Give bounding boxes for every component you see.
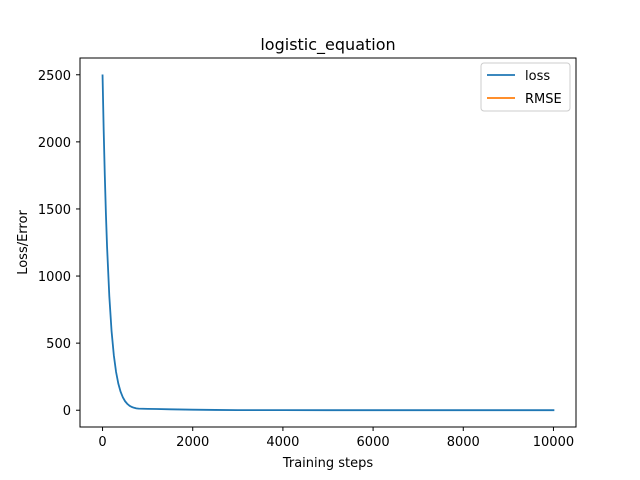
x-tick-label: 6000 bbox=[357, 435, 390, 450]
legend-label-rmse: RMSE bbox=[525, 92, 562, 107]
y-tick-label: 1000 bbox=[38, 270, 71, 285]
y-tick-label: 2000 bbox=[38, 136, 71, 151]
x-tick-label: 10000 bbox=[533, 435, 574, 450]
y-axis-ticks: 0 500 1000 1500 2000 2500 bbox=[38, 69, 80, 419]
chart-title: logistic_equation bbox=[260, 35, 395, 55]
y-tick-label: 0 bbox=[63, 404, 71, 419]
plot-lines bbox=[101, 74, 555, 412]
y-tick-label: 500 bbox=[46, 337, 71, 352]
y-axis-label: Loss/Error bbox=[16, 210, 31, 275]
x-tick-label: 2000 bbox=[176, 435, 209, 450]
plot-frame bbox=[79, 57, 577, 428]
x-axis-label: Training steps bbox=[282, 456, 374, 471]
series-line-loss bbox=[101, 74, 555, 412]
x-tick-label: 4000 bbox=[266, 435, 299, 450]
y-tick-label: 2500 bbox=[38, 69, 71, 84]
x-axis-ticks: 0 2000 4000 6000 8000 10000 bbox=[98, 427, 574, 450]
y-tick-label: 1500 bbox=[38, 203, 71, 218]
legend: loss RMSE bbox=[480, 62, 571, 112]
x-tick-label: 0 bbox=[98, 435, 106, 450]
legend-label-loss: loss bbox=[525, 69, 550, 84]
x-tick-label: 8000 bbox=[447, 435, 480, 450]
